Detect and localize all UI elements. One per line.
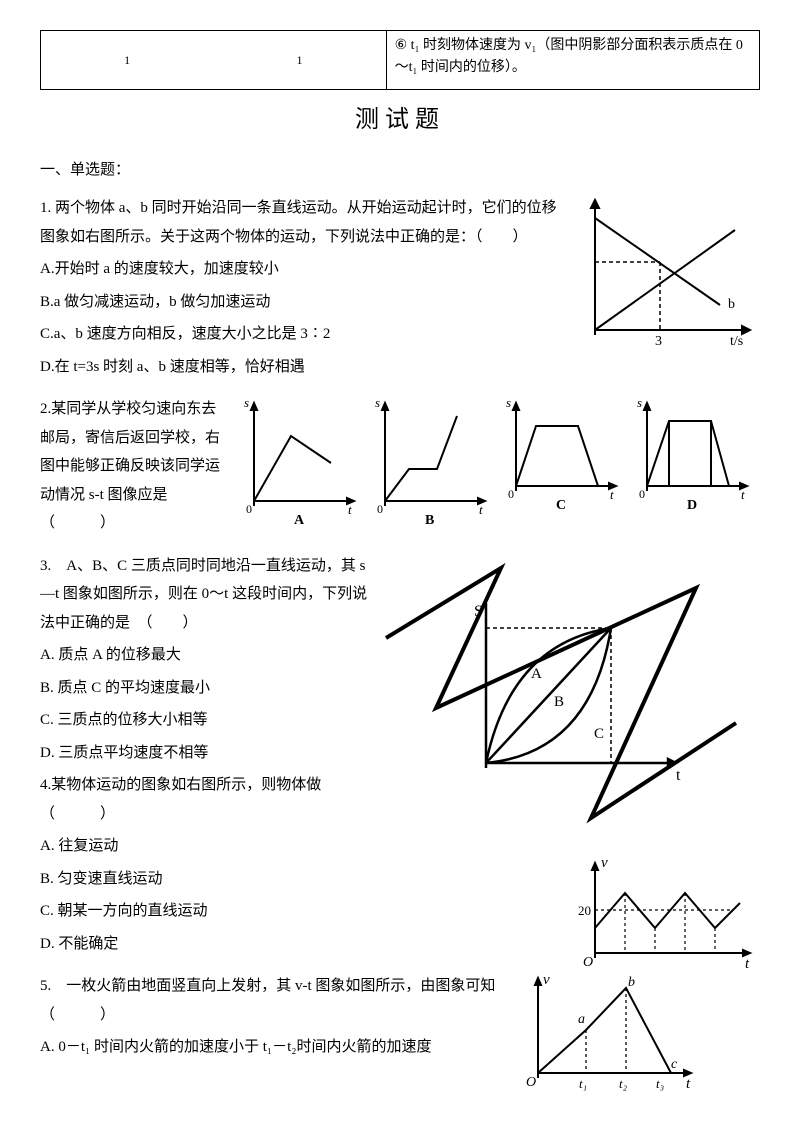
q1-tick: 3 [655,334,662,349]
o: 0 [508,487,514,501]
q1-b-label: b [728,297,735,312]
q1-a: A.开始时 a 的速度较大，加速度较小 [40,255,564,284]
header-box: 1 1 ⑥ t₁ 时刻物体速度为 v₁（图中阴影部分面积表示质点在 0～t₁ 时… [40,30,760,90]
x: t [479,502,483,517]
t2: t₂ [619,1076,628,1091]
x: t [610,487,614,502]
x: t [741,487,745,502]
q3-c: C. 三质点的位移大小相等 [40,706,370,735]
o: 0 [639,487,645,501]
q5-a: A. 0－t₁ 时间内火箭的加速度小于 t₁－t₂时间内火箭的加速度 [40,1033,510,1062]
question-1: 1. 两个物体 a、b 同时开始沿同一条直线运动。从开始运动起计时，它们的位移图… [40,190,760,385]
header-l1: 1 [124,49,130,72]
question-5: 5. 一枚火箭由地面竖直向上发射，其 v-t 图象如图所示，由图象可知（ ） A… [40,968,760,1098]
c: c [671,1057,678,1072]
q2-fig-b: 0 t s B [367,391,492,526]
header-left: 1 1 [41,31,387,89]
q5-stem: 5. 一枚火箭由地面竖直向上发射，其 v-t 图象如图所示，由图象可知（ ） [40,972,510,1029]
q1-figure: 3 t/s b [570,190,760,350]
question-2: 2.某同学从学校匀速向东去邮局，寄信后返回学校，右图中能够正确反映该同学运动情况… [40,391,760,542]
q3-a: A. 质点 A 的位移最大 [40,641,370,670]
t: t [686,1076,691,1092]
q4-b: B. 匀变速直线运动 [40,865,370,894]
y: s [637,395,642,410]
label-c: C [556,498,566,511]
t3: t₃ [656,1076,664,1091]
y: s [506,395,511,410]
tick20: 20 [578,903,591,918]
q3-figure: S A B C t [376,548,746,848]
y: s [375,395,380,410]
q2-fig-a: 0 t s A [236,391,361,526]
s-label: S [474,603,483,620]
label-a: A [294,513,305,526]
v: v [601,855,608,871]
page-title: 测试题 [40,98,760,144]
y: s [244,395,249,410]
q4-stem: 4.某物体运动的图象如右图所示，则物体做（ ） [40,771,370,828]
q4-a: A. 往复运动 [40,832,370,861]
a: a [578,1012,585,1027]
q3-d: D. 三质点平均速度不相等 [40,739,370,768]
x: t [348,502,352,517]
q3-b: B. 质点 C 的平均速度最小 [40,674,370,703]
q2-stem: 2.某同学从学校匀速向东去邮局，寄信后返回学校，右图中能够正确反映该同学运动情况… [40,395,230,538]
q3-stem: 3. A、B、C 三质点同时同地沿一直线运动，其 s—t 图象如图所示，则在 0… [40,552,370,638]
header-right: ⑥ t₁ 时刻物体速度为 v₁（图中阴影部分面积表示质点在 0～t₁ 时间内的位… [387,31,759,89]
q4-c: C. 朝某一方向的直线运动 [40,897,370,926]
q2-figures: 0 t s A 0 t s B [236,391,754,526]
header-l2: 1 [296,49,302,72]
q4-d: D. 不能确定 [40,930,370,959]
label-b: B [425,513,434,526]
q1-xaxis: t/s [730,334,743,349]
b: b [628,975,635,990]
q2-fig-c: 0 t s C [498,391,623,511]
t-label: t [676,767,681,784]
label-d: D [687,498,697,511]
q1-stem: 1. 两个物体 a、b 同时开始沿同一条直线运动。从开始运动起计时，它们的位移图… [40,194,564,251]
q2-fig-d: 0 t s D [629,391,754,511]
o: 0 [377,502,383,516]
q1-b: B.a 做匀减速运动，b 做匀加速运动 [40,288,564,317]
t1: t₁ [579,1076,587,1091]
q4-figure: 20 O v t [575,853,760,973]
q5-figure: O v a b c t₁ t₂ t₃ t [516,968,701,1098]
A-label: A [531,666,542,682]
C-label: C [594,726,604,742]
q1-c: C.a、b 速度方向相反，速度大小之比是 3∶2 [40,320,564,349]
o: 0 [246,502,252,516]
B-label: B [554,694,564,710]
O: O [526,1075,536,1090]
q1-d: D.在 t=3s 时刻 a、b 速度相等，恰好相遇 [40,353,564,382]
section-heading: 一、单选题： [40,156,760,185]
v: v [543,972,550,988]
